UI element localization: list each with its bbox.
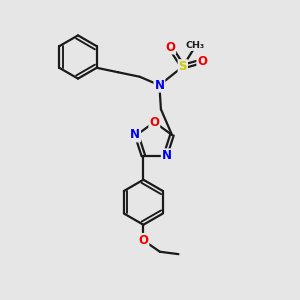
Text: N: N (130, 128, 140, 142)
Text: O: O (138, 234, 148, 247)
Text: S: S (178, 60, 187, 73)
Text: O: O (197, 55, 207, 68)
Text: CH₃: CH₃ (186, 41, 205, 50)
Text: O: O (165, 40, 175, 54)
Text: N: N (154, 79, 164, 92)
Text: N: N (162, 149, 172, 162)
Text: O: O (149, 116, 159, 129)
